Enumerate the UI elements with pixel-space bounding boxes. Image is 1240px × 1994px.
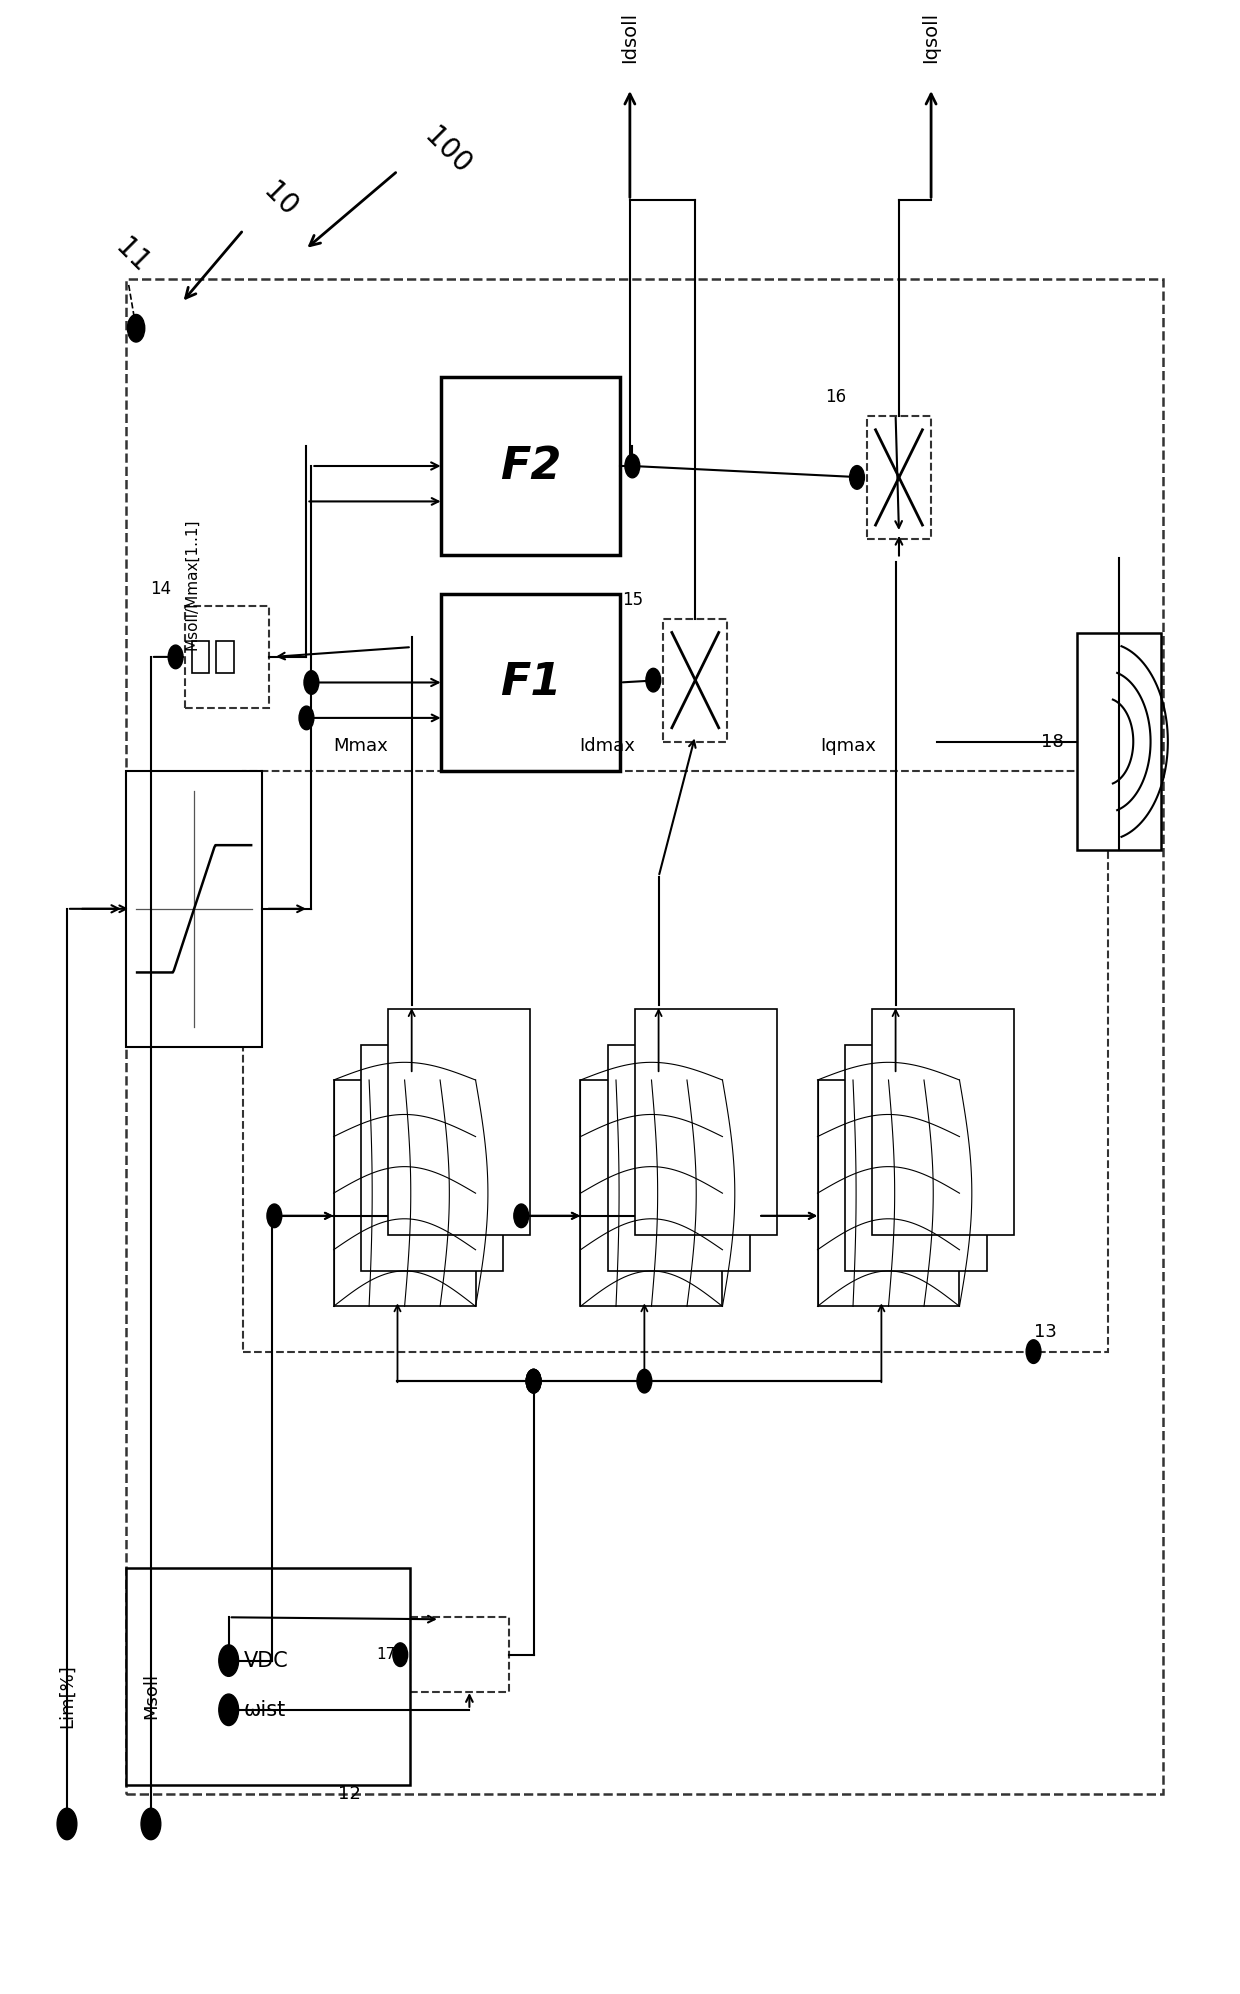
Circle shape [304,670,319,694]
Circle shape [526,1370,541,1394]
Text: Iqmax: Iqmax [821,738,877,756]
Circle shape [169,646,184,668]
Text: Lim[%]: Lim[%] [58,1665,76,1729]
Text: Idsoll: Idsoll [620,12,640,62]
Bar [663,618,728,742]
Circle shape [625,455,640,479]
Bar [867,417,931,538]
Bar [243,772,1107,1352]
Bar [1076,634,1161,849]
Bar [635,1009,776,1236]
Bar [186,606,269,708]
Text: Iqsoll: Iqsoll [921,12,941,62]
Bar [361,1045,502,1270]
Bar [817,1081,960,1306]
Bar [580,1081,723,1306]
Circle shape [849,467,864,489]
Text: Mmax: Mmax [334,738,388,756]
Circle shape [393,1643,408,1667]
Text: 17: 17 [376,1647,396,1663]
Bar [441,377,620,554]
Text: 13: 13 [1034,1322,1058,1340]
Circle shape [526,1370,541,1394]
Bar [441,594,620,772]
Text: 16: 16 [826,389,847,407]
Text: 12: 12 [337,1785,361,1803]
Text: 14: 14 [150,580,171,598]
Circle shape [128,315,145,343]
Text: ωist: ωist [243,1699,285,1719]
Text: Msoll/Mmax[1..1]: Msoll/Mmax[1..1] [185,518,200,650]
Circle shape [526,1370,541,1394]
Bar [216,642,233,672]
Bar [388,1009,529,1236]
Circle shape [646,668,661,692]
Bar [608,1045,750,1270]
Bar [844,1045,987,1270]
Text: 100: 100 [418,122,476,179]
Bar [334,1081,476,1306]
Bar [192,642,208,672]
Bar [872,1009,1014,1236]
Bar [126,772,262,1047]
Circle shape [57,1809,77,1840]
Text: 10: 10 [258,177,303,223]
Circle shape [218,1695,238,1725]
Text: F2: F2 [500,445,562,487]
Circle shape [299,706,314,730]
Circle shape [1027,1340,1040,1364]
Bar [410,1617,508,1693]
Circle shape [637,1370,652,1394]
Text: 15: 15 [621,590,642,608]
Circle shape [513,1204,528,1228]
Text: 11: 11 [110,233,155,277]
Bar [126,279,1163,1795]
Bar [126,1567,410,1785]
Text: Msoll: Msoll [141,1673,160,1719]
Text: 18: 18 [1040,732,1064,750]
Text: F1: F1 [500,660,562,704]
Text: VDC: VDC [243,1651,288,1671]
Circle shape [267,1204,281,1228]
Circle shape [141,1809,161,1840]
Circle shape [218,1645,238,1677]
Text: Idmax: Idmax [580,738,636,756]
